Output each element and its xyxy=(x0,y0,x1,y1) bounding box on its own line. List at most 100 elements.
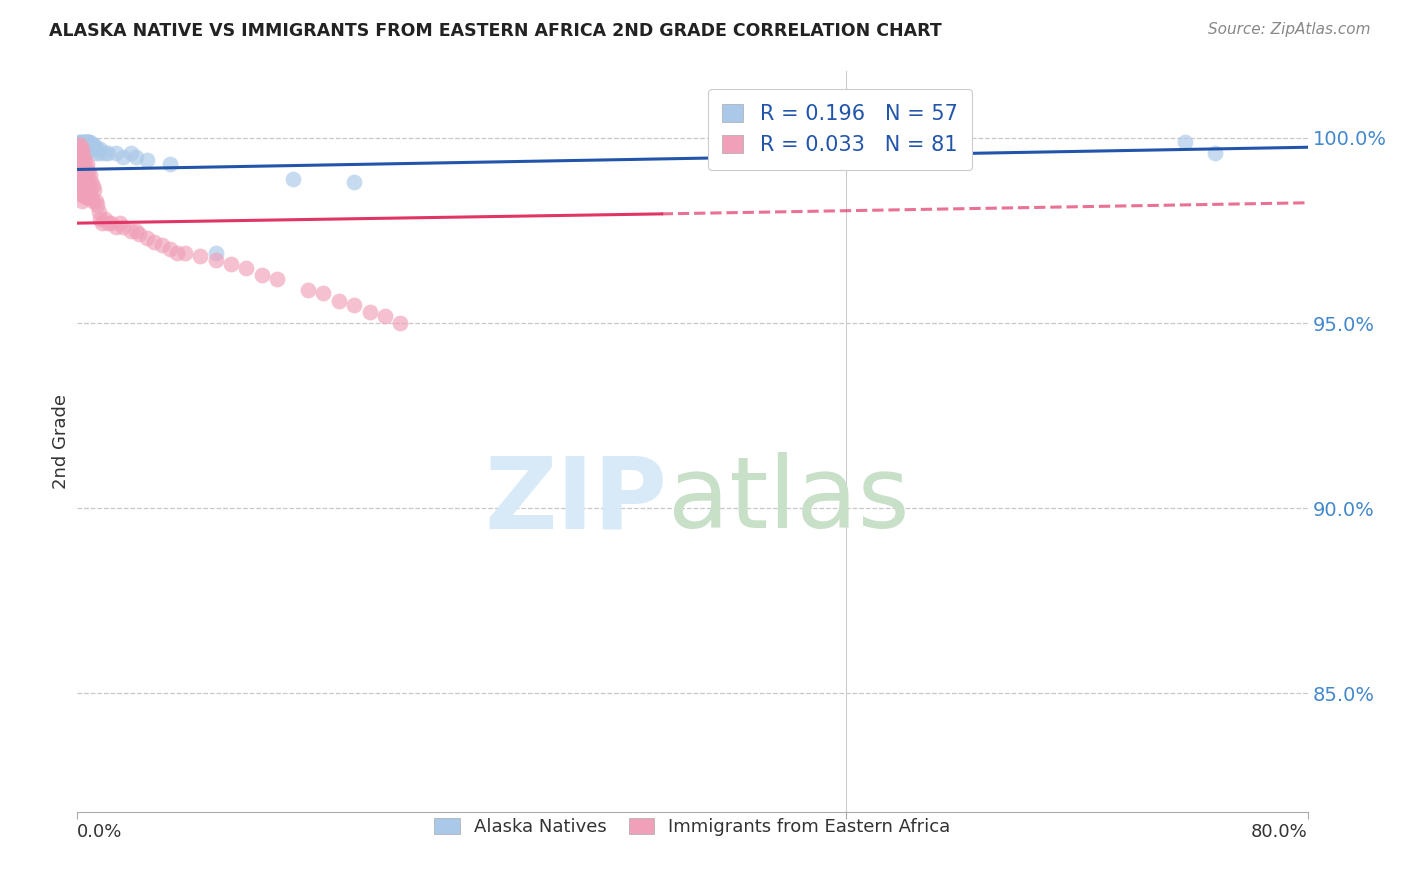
Point xyxy=(77,138,100,153)
Point xyxy=(76,135,98,149)
Point xyxy=(135,231,157,245)
Point xyxy=(70,153,93,168)
Point xyxy=(83,138,105,153)
Point xyxy=(76,142,98,156)
Point xyxy=(250,268,273,282)
Point xyxy=(76,138,98,153)
Point xyxy=(125,223,148,237)
Point xyxy=(76,157,98,171)
Point xyxy=(70,175,93,189)
Point xyxy=(69,149,91,163)
Point xyxy=(67,135,90,149)
Point xyxy=(69,138,91,153)
Point xyxy=(80,190,103,204)
Point xyxy=(82,194,104,208)
Point xyxy=(135,153,157,168)
Point xyxy=(77,190,100,204)
Point xyxy=(188,249,212,263)
Point xyxy=(87,205,110,219)
Point xyxy=(69,186,91,201)
Text: 80.0%: 80.0% xyxy=(1251,822,1308,841)
Point xyxy=(69,135,91,149)
Point xyxy=(150,238,173,252)
Point xyxy=(159,157,181,171)
Point xyxy=(100,216,122,230)
Point xyxy=(69,142,91,156)
Point xyxy=(128,227,150,242)
Point xyxy=(70,135,93,149)
Point xyxy=(69,157,91,171)
Point xyxy=(77,142,100,156)
Point xyxy=(77,175,100,189)
Point xyxy=(86,142,108,156)
Point xyxy=(76,190,98,204)
Point xyxy=(73,171,96,186)
Point xyxy=(72,157,94,171)
Point xyxy=(89,212,111,227)
Point xyxy=(76,138,98,153)
Point xyxy=(76,135,98,149)
Point xyxy=(67,157,90,171)
Point xyxy=(343,175,366,189)
Point xyxy=(80,138,103,153)
Point xyxy=(70,168,93,182)
Point xyxy=(76,142,98,156)
Y-axis label: 2nd Grade: 2nd Grade xyxy=(52,394,70,489)
Point xyxy=(328,293,350,308)
Point xyxy=(73,179,96,194)
Point xyxy=(82,138,104,153)
Point xyxy=(79,142,101,156)
Point xyxy=(72,142,94,156)
Point xyxy=(73,161,96,175)
Point xyxy=(72,175,94,189)
Point xyxy=(67,161,90,175)
Point xyxy=(166,245,188,260)
Point xyxy=(69,138,91,153)
Point xyxy=(70,138,93,153)
Point xyxy=(69,164,91,178)
Point xyxy=(77,135,100,149)
Point xyxy=(312,286,335,301)
Point xyxy=(120,223,142,237)
Point xyxy=(94,212,117,227)
Point xyxy=(89,142,111,156)
Point xyxy=(67,142,90,156)
Point xyxy=(79,168,101,182)
Point xyxy=(174,245,197,260)
Point xyxy=(94,145,117,160)
Point xyxy=(104,145,127,160)
Point xyxy=(77,164,100,178)
Point xyxy=(73,135,96,149)
Point xyxy=(84,194,107,208)
Point xyxy=(69,179,91,194)
Point xyxy=(84,142,107,156)
Point xyxy=(67,153,90,168)
Point xyxy=(73,138,96,153)
Point xyxy=(281,171,304,186)
Text: ZIP: ZIP xyxy=(485,452,668,549)
Point xyxy=(76,168,98,182)
Point xyxy=(343,297,366,311)
Point xyxy=(77,135,100,149)
Point xyxy=(112,149,135,163)
Point xyxy=(90,216,114,230)
Point xyxy=(80,175,103,189)
Point xyxy=(72,164,94,178)
Point xyxy=(67,138,90,153)
Point xyxy=(159,242,181,256)
Legend: Alaska Natives, Immigrants from Eastern Africa: Alaska Natives, Immigrants from Eastern … xyxy=(427,811,957,844)
Point xyxy=(77,138,100,153)
Text: atlas: atlas xyxy=(668,452,910,549)
Point xyxy=(97,145,120,160)
Point xyxy=(219,257,242,271)
Point xyxy=(67,138,90,153)
Point xyxy=(297,283,319,297)
Point xyxy=(125,149,148,163)
Point xyxy=(69,171,91,186)
Point xyxy=(110,216,132,230)
Point xyxy=(374,309,396,323)
Point xyxy=(73,190,96,204)
Point xyxy=(70,142,93,156)
Point xyxy=(67,168,90,182)
Point xyxy=(79,183,101,197)
